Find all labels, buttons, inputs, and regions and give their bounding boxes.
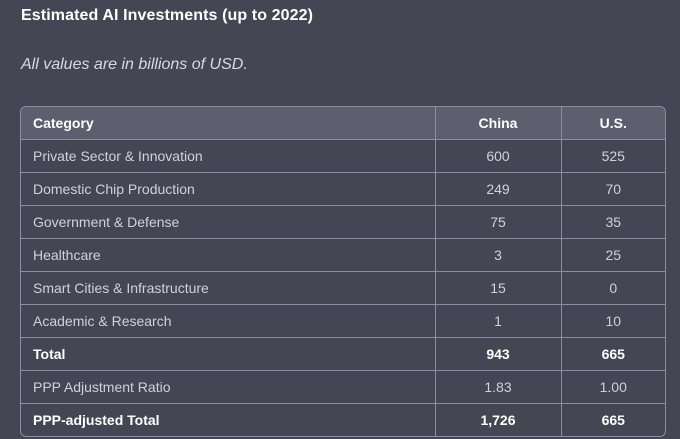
cell-china: 249 <box>435 172 562 206</box>
cell-category: PPP Adjustment Ratio <box>21 370 436 404</box>
header-us: U.S. <box>561 107 665 140</box>
data-table: Category China U.S. Private Sector & Inn… <box>21 107 665 436</box>
table-row: PPP Adjustment Ratio 1.83 1.00 <box>21 370 665 404</box>
page-title: Estimated AI Investments (up to 2022) <box>21 7 314 24</box>
cell-us: 25 <box>561 238 665 272</box>
cell-us: 10 <box>561 304 665 338</box>
cell-china: 1,726 <box>435 403 562 436</box>
cell-us: 665 <box>601 412 625 428</box>
cell-category: Healthcare <box>21 238 436 272</box>
cell-category: Domestic Chip Production <box>21 172 436 206</box>
cell-china: 15 <box>435 271 562 305</box>
cell-category: Academic & Research <box>21 304 436 338</box>
cell-china: 600 <box>435 139 562 173</box>
table-row: Government & Defense 75 35 <box>21 205 665 239</box>
cell-us: 70 <box>561 172 665 206</box>
cell-china: 3 <box>435 238 562 272</box>
table-row: Private Sector & Innovation 600 525 <box>21 139 665 173</box>
cell-category: Government & Defense <box>21 205 436 239</box>
table-row: Healthcare 3 25 <box>21 238 665 272</box>
header-row: Category China U.S. <box>21 107 665 140</box>
cell-us: 35 <box>561 205 665 239</box>
cell-china: 1 <box>435 304 562 338</box>
units-note: All values are in billions of USD. <box>21 56 248 73</box>
cell-china: 75 <box>435 205 562 239</box>
header-china: China <box>435 107 562 140</box>
cell-us: 1.00 <box>561 370 665 404</box>
cell-us: 525 <box>561 139 665 173</box>
cell-us: 0 <box>561 271 665 305</box>
header-category: Category <box>21 107 436 140</box>
table-row: PPP-adjusted Total 1,726 665 <box>21 403 665 436</box>
cell-china: 943 <box>435 337 562 371</box>
table-row: Academic & Research 1 10 <box>21 304 665 338</box>
cell-category: Total <box>21 337 436 371</box>
cell-category: Private Sector & Innovation <box>21 139 436 173</box>
cell-category: Smart Cities & Infrastructure <box>21 271 436 305</box>
cell-category: PPP-adjusted Total <box>21 403 436 436</box>
table-row: Total 943 665 <box>21 337 665 371</box>
table-row: Smart Cities & Infrastructure 15 0 <box>21 271 665 305</box>
cell-us: 665 <box>561 337 665 371</box>
cell-china: 1.83 <box>435 370 562 404</box>
table-row: Domestic Chip Production 249 70 <box>21 172 665 206</box>
investment-table: Category China U.S. Private Sector & Inn… <box>20 106 666 437</box>
